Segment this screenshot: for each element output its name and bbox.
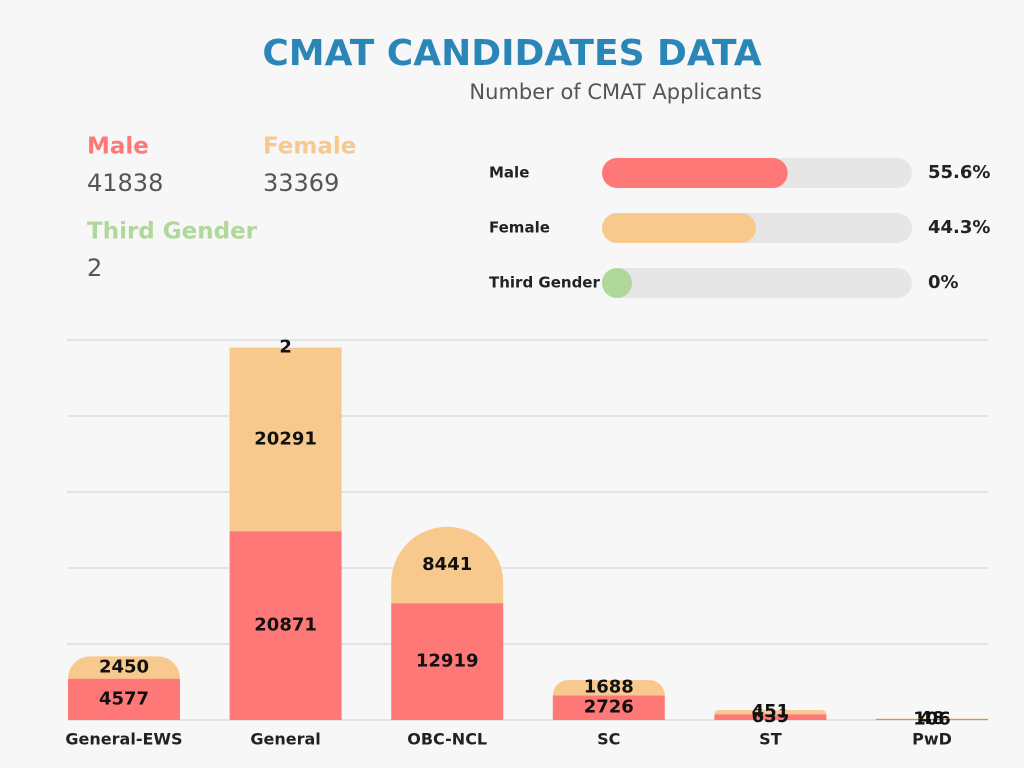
bar-segment	[229, 531, 342, 720]
bar-segment	[391, 526, 504, 604]
total-label: Female	[263, 134, 356, 160]
x-tick-label: General-EWS	[65, 730, 182, 749]
share-label: Female	[489, 219, 550, 237]
value-label: 4577	[99, 688, 149, 709]
share-value: 44.3%	[928, 217, 990, 238]
title: CMAT CANDIDATES DATA	[262, 33, 761, 74]
bar-segment	[68, 656, 180, 679]
value-label: 2726	[584, 697, 634, 718]
bar-segment	[876, 719, 988, 720]
bar-segment	[552, 695, 665, 720]
bar-segment	[391, 603, 504, 720]
x-tick-label: SC	[597, 730, 620, 749]
value-label: 2	[279, 337, 292, 358]
value-label: 20291	[254, 428, 317, 449]
bar-segment	[714, 714, 827, 720]
bar-segment	[229, 347, 342, 532]
bar-segment	[68, 678, 180, 720]
x-tick-label: OBC-NCL	[407, 730, 487, 749]
value-label: 12919	[416, 651, 479, 672]
total-value: 41838	[87, 169, 163, 197]
value-label: 2450	[99, 657, 149, 678]
total-value: 2	[87, 254, 102, 282]
total-label: Male	[87, 134, 149, 160]
value-label: 1688	[584, 677, 634, 698]
value-label: 48	[919, 708, 944, 729]
share-label: Male	[489, 164, 529, 182]
share-value: 55.6%	[928, 162, 990, 183]
value-label: 20871	[254, 615, 317, 636]
total-label: Third Gender	[87, 219, 258, 245]
value-label: 451	[752, 701, 790, 722]
bar-segment	[714, 710, 827, 715]
value-label: 8441	[422, 554, 472, 575]
x-tick-label: General	[250, 730, 320, 749]
x-tick-label: ST	[759, 730, 782, 749]
subtitle: Number of CMAT Applicants	[469, 80, 762, 104]
x-tick-label: PwD	[912, 730, 952, 749]
total-value: 33369	[263, 169, 339, 197]
share-label: Third Gender	[489, 274, 600, 292]
bar-segment	[552, 680, 665, 696]
share-value: 0%	[928, 272, 959, 293]
